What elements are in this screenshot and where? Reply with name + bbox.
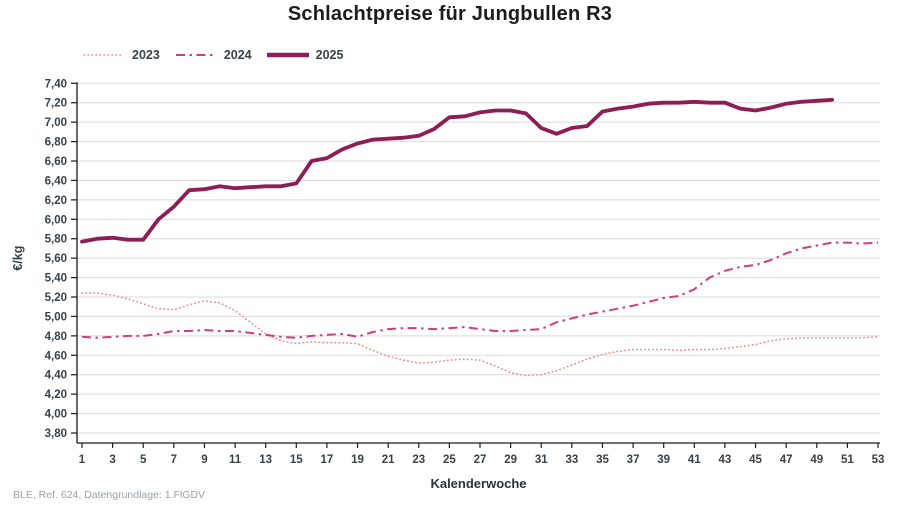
y-tick-label: 5,40 [45, 273, 67, 285]
y-tick-label: 7,00 [45, 117, 67, 129]
x-tick-label: 45 [749, 454, 762, 466]
x-tick-label: 35 [596, 454, 609, 466]
legend-item-2023: 2023 [83, 48, 160, 62]
legend-label-2024: 2024 [223, 48, 252, 62]
y-tick-label: 4,40 [45, 370, 67, 382]
series-line-2023 [81, 292, 879, 377]
x-tick-label: 39 [657, 454, 670, 466]
series-line-2025 [80, 97, 834, 244]
legend-item-2025: 2025 [266, 48, 344, 62]
x-tick-label: 47 [780, 454, 793, 466]
x-tick-label: 1 [79, 454, 86, 466]
series-line-2024 [81, 241, 879, 339]
chart-title: Schlachtpreise für Jungbullen R3 [287, 3, 613, 25]
y-tick-label: 4,20 [45, 389, 67, 401]
legend-item-2024: 2024 [175, 48, 252, 62]
x-tick-label: 49 [810, 454, 823, 466]
x-tick-label: 15 [290, 454, 303, 466]
source-note: BLE, Ref. 624, Datengrundlage: 1.FlGDV [13, 489, 206, 501]
x-tick-label: 17 [321, 454, 334, 466]
x-tick-label: 21 [382, 454, 395, 466]
y-tick-label: 5,00 [45, 311, 67, 323]
y-axis-title: €/kg [11, 246, 25, 271]
legend-line-sample-2023 [83, 54, 125, 56]
y-tick-label: 6,60 [45, 156, 67, 168]
chart-legend: 2023 2024 2025 [83, 48, 343, 62]
x-tick-label: 13 [259, 454, 272, 466]
y-tick-label: 4,60 [45, 350, 67, 362]
y-tick-label: 7,20 [45, 98, 67, 110]
y-tick-label: 3,80 [45, 428, 67, 440]
legend-label-2023: 2023 [132, 48, 160, 62]
x-tick-label: 5 [140, 454, 147, 466]
y-tick-label: 5,60 [45, 253, 67, 265]
y-tick-label: 6,00 [45, 214, 67, 226]
x-tick-label: 33 [565, 454, 578, 466]
x-tick-label: 19 [351, 454, 364, 466]
x-tick-label: 27 [474, 454, 487, 466]
x-tick-label: 25 [443, 454, 456, 466]
y-tick-label: 6,80 [45, 137, 67, 149]
x-tick-label: 7 [171, 454, 177, 466]
y-tick-label: 6,20 [45, 195, 67, 207]
x-tick-label: 41 [688, 454, 701, 466]
legend-line-sample-2025 [266, 52, 309, 58]
x-tick-label: 9 [201, 454, 207, 466]
x-tick-label: 53 [872, 454, 885, 466]
x-axis-title: Kalenderwoche [430, 476, 526, 491]
legend-label-2025: 2025 [315, 48, 344, 62]
x-tick-label: 51 [841, 454, 854, 466]
x-tick-label: 3 [109, 454, 115, 466]
x-tick-label: 23 [412, 454, 425, 466]
y-tick-label: 5,80 [45, 234, 67, 246]
y-tick-label: 4,00 [45, 409, 67, 421]
x-tick-label: 37 [627, 454, 640, 466]
x-tick-label: 43 [719, 454, 732, 466]
y-tick-label: 6,40 [45, 175, 67, 187]
y-tick-label: 4,80 [45, 331, 67, 343]
legend-line-sample-2024 [175, 54, 216, 56]
x-tick-label: 31 [535, 454, 548, 466]
x-tick-label: 29 [504, 454, 517, 466]
x-tick-label: 11 [229, 454, 242, 466]
y-tick-label: 5,20 [45, 292, 67, 304]
y-tick-label: 7,40 [45, 78, 67, 90]
